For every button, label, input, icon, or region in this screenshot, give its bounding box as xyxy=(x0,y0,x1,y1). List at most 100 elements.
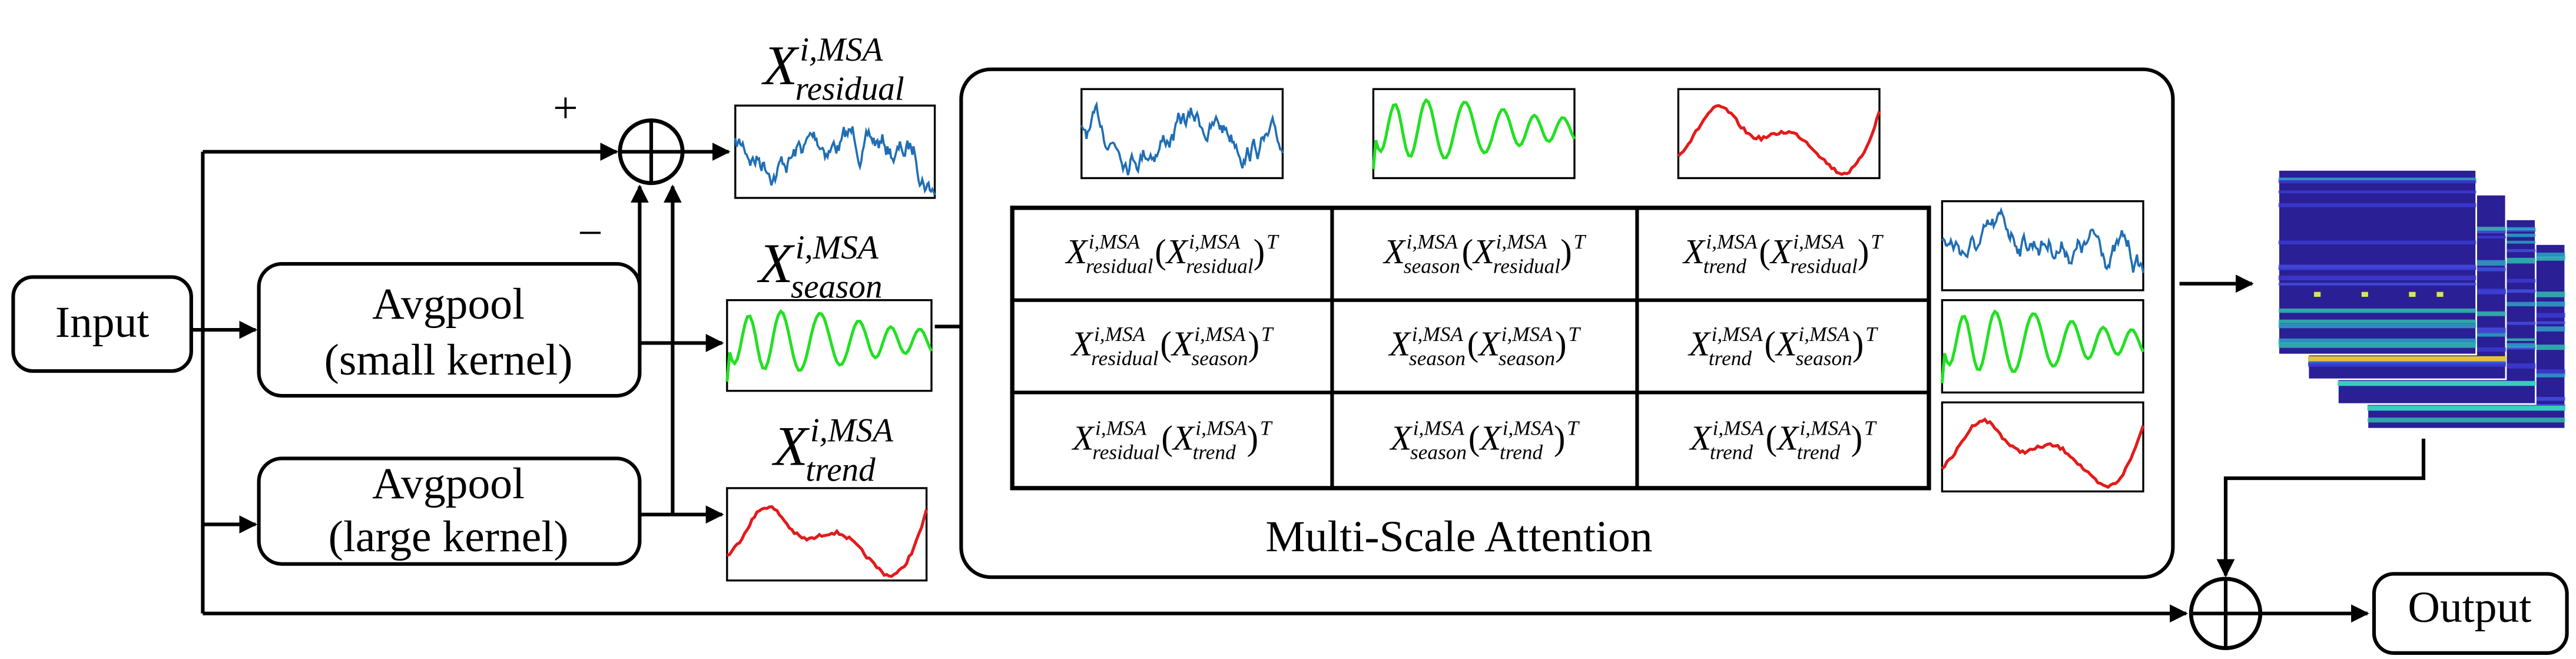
math-symbol: X xyxy=(1070,325,1094,363)
math-symbol: X xyxy=(1689,419,1712,457)
math-symbol: X xyxy=(1776,419,1799,457)
input-label: Input xyxy=(55,298,150,347)
math-symbol: X xyxy=(1165,233,1189,271)
attention-map-hot xyxy=(2367,405,2565,411)
math-subscript: residual xyxy=(1493,254,1560,277)
math-subscript: trend xyxy=(1709,347,1752,370)
avgpool-kernel: (small kernel) xyxy=(324,336,573,385)
math-symbol: X xyxy=(1682,233,1706,271)
waveform xyxy=(1371,98,1576,170)
add-op xyxy=(618,118,685,186)
attention-map-band xyxy=(2367,418,2565,423)
math-subscript: trend xyxy=(1797,441,1840,464)
math-superscript: T xyxy=(1865,323,1878,346)
attention-map-band xyxy=(2278,178,2476,184)
attention-map-band xyxy=(2308,362,2506,367)
math-superscript: T xyxy=(1871,230,1884,253)
math-superscript: i,MSA xyxy=(1798,323,1850,346)
math-superscript: T xyxy=(1260,417,1273,440)
paren: ) xyxy=(1560,233,1572,271)
output-label: Output xyxy=(2408,583,2531,632)
attention-map-band xyxy=(2278,338,2476,344)
math-superscript: i,MSA xyxy=(1496,230,1548,253)
attention-map-hot xyxy=(2314,292,2321,297)
table-lines xyxy=(1012,207,1929,488)
plot-frame xyxy=(1372,88,1576,180)
minus-sign: − xyxy=(578,209,603,258)
waveform xyxy=(1941,207,2144,273)
math-subscript: trend xyxy=(1703,254,1746,277)
math-superscript: T xyxy=(1574,230,1587,253)
attention-map-band xyxy=(2278,308,2476,313)
waveform xyxy=(725,309,933,382)
paren: ) xyxy=(1851,419,1863,457)
avgpool-title: Avgpool xyxy=(372,459,525,508)
waveform xyxy=(1080,101,1284,175)
math-symbol: X xyxy=(1388,325,1411,363)
paren: ) xyxy=(1858,233,1869,271)
math-superscript: i,MSA xyxy=(1713,417,1765,440)
input-box xyxy=(11,275,193,373)
math-superscript: i,MSA xyxy=(1095,417,1147,440)
math-subscript: season xyxy=(1192,347,1248,370)
attention-map-band xyxy=(2278,323,2476,329)
paren: ) xyxy=(1248,325,1260,363)
math-superscript: i,MSA xyxy=(1793,230,1845,253)
attention-map-band xyxy=(2278,319,2476,323)
avgpool-large-box xyxy=(257,456,642,566)
paren: ) xyxy=(1246,419,1258,457)
math-subscript: season xyxy=(1409,347,1466,370)
attention-map-band xyxy=(2367,404,2565,408)
paren: ( xyxy=(1467,325,1479,363)
attention-map-band xyxy=(2278,267,2476,270)
math-superscript: T xyxy=(1261,323,1274,346)
attention-map-band xyxy=(2278,264,2476,269)
paren: ( xyxy=(1759,233,1771,271)
math-symbol: X xyxy=(761,34,800,97)
waveform xyxy=(734,126,936,196)
attention-map-band xyxy=(2278,342,2476,348)
plot-frame xyxy=(1080,88,1284,180)
add-op xyxy=(2189,577,2263,650)
paren: ( xyxy=(1765,325,1776,363)
paren: ( xyxy=(1468,419,1480,457)
math-superscript: i,MSA xyxy=(1413,417,1465,440)
math-subscript: trend xyxy=(1710,441,1753,464)
math-symbol: X xyxy=(757,232,795,294)
math-subscript: season xyxy=(1796,347,1852,370)
math-superscript: i,MSA xyxy=(1712,323,1763,346)
math-superscript: i,MSA xyxy=(1503,417,1554,440)
paren: ) xyxy=(1852,325,1864,363)
output-box xyxy=(2372,572,2569,655)
plot-frame xyxy=(1941,299,2144,394)
attention-map-hot xyxy=(2308,356,2506,362)
attention-table xyxy=(1010,206,1931,491)
plot-frame xyxy=(726,299,933,392)
math-subscript: residual xyxy=(1091,347,1158,370)
paren: ( xyxy=(1766,419,1778,457)
attention-map-band xyxy=(2278,240,2476,244)
waveform xyxy=(1941,417,2145,489)
math-superscript: i,MSA xyxy=(1195,417,1247,440)
attention-map-band xyxy=(2278,177,2476,180)
attention-map-hot xyxy=(2338,380,2536,386)
waveform xyxy=(1940,309,2145,383)
math-subscript: residual xyxy=(795,70,904,107)
math-subscript: residual xyxy=(1086,254,1153,277)
math-superscript: i,MSA xyxy=(795,229,879,266)
math-symbol: X xyxy=(1389,419,1413,457)
math-superscript: i,MSA xyxy=(1407,230,1458,253)
plus-sign: + xyxy=(553,84,578,133)
math-symbol: X xyxy=(1769,233,1793,271)
math-superscript: i,MSA xyxy=(1094,323,1146,346)
attention-map-band xyxy=(2278,275,2476,280)
